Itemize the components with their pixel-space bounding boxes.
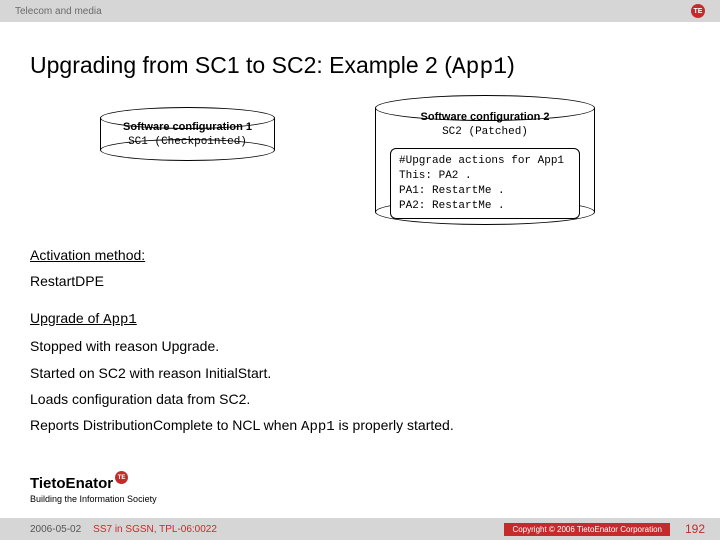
topbar-category: Telecom and media	[15, 6, 102, 17]
cylinder-sc1: Software configuration 1 SC1 (Checkpoint…	[100, 118, 275, 150]
brand-name: TietoEnator TE	[30, 475, 128, 492]
footer-copyright: Copyright © 2006 TietoEnator Corporation	[504, 523, 670, 536]
footer-title: SS7 in SGSN, TPL-06:0022	[93, 524, 217, 535]
footer-bar: 2006-05-02 SS7 in SGSN, TPL-06:0022 Copy…	[0, 518, 720, 540]
upgrade-step: Started on SC2 with reason InitialStart.	[30, 362, 690, 384]
brand-name-text: TietoEnator	[30, 475, 113, 492]
upgrade-header: Upgrade of App1	[30, 307, 690, 331]
cylinder-sc2-label: Software configuration 2 SC2 (Patched)	[375, 110, 595, 140]
brand-logo-icon: TE	[115, 471, 128, 484]
slide-body: Upgrading from SC1 to SC2: Example 2 (Ap…	[0, 22, 720, 540]
cyl1-label-plain: SC1 (Checkpointed)	[128, 136, 247, 148]
upgrade-actions-code: #Upgrade actions for App1 This: PA2 . PA…	[390, 148, 580, 219]
cyl2-label-plain: SC2 (Patched)	[442, 126, 528, 138]
last-line-suffix: is properly started.	[335, 417, 454, 433]
brand-tagline: Building the Information Society	[30, 494, 157, 504]
brand-block: TietoEnator TE Building the Information …	[30, 475, 157, 504]
top-bar: Telecom and media TE	[0, 0, 720, 22]
last-line-app: App1	[301, 419, 335, 435]
upgrade-last-line: Reports DistributionComplete to NCL when…	[30, 414, 690, 438]
cylinder-sc1-label: Software configuration 1 SC1 (Checkpoint…	[100, 120, 275, 150]
logo-icon: TE	[691, 4, 705, 18]
upgrade-step: Loads configuration data from SC2.	[30, 388, 690, 410]
title-prefix: Upgrading from SC1 to SC2: Example 2 (	[30, 52, 452, 78]
title-suffix: )	[507, 52, 515, 78]
upgrade-step: Stopped with reason Upgrade.	[30, 335, 690, 357]
footer-page-number: 192	[685, 522, 705, 536]
cyl1-label-bold: Software configuration 1	[123, 121, 252, 133]
diagram-area: Software configuration 1 SC1 (Checkpoint…	[30, 108, 690, 278]
footer-date: 2006-05-02	[30, 524, 81, 535]
title-app: App1	[452, 54, 507, 80]
slide-title: Upgrading from SC1 to SC2: Example 2 (Ap…	[30, 52, 690, 80]
upgrade-hdr-prefix: Upgrade of	[30, 310, 103, 326]
cyl2-label-bold: Software configuration 2	[421, 111, 550, 123]
upgrade-hdr-app: App1	[103, 312, 137, 328]
upgrade-steps: Stopped with reason Upgrade. Started on S…	[30, 335, 690, 410]
last-line-prefix: Reports DistributionComplete to NCL when	[30, 417, 301, 433]
